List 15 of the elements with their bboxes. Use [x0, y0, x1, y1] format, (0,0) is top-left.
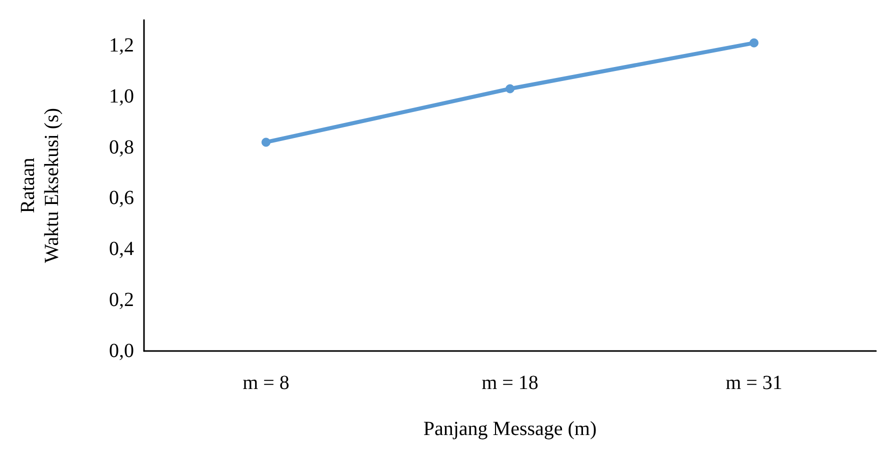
- point: [262, 138, 270, 147]
- point: [750, 38, 758, 48]
- x-tick-label: m = 18: [482, 372, 538, 394]
- y-tick-label: 0,4: [109, 238, 134, 260]
- x-axis-title: Panjang Message (m): [423, 418, 597, 440]
- y-tick-label: 0,8: [109, 136, 134, 158]
- y-tick-label: 0,2: [109, 289, 134, 312]
- y-tick-label: 0,6: [109, 187, 134, 210]
- y-tick-label: 1,2: [109, 34, 134, 56]
- y-axis-title: Rataan Waktu Eksekusi (s): [17, 108, 63, 264]
- x-tick-label: m = 8: [242, 372, 290, 394]
- x-tick-label: m = 31: [726, 372, 782, 394]
- y-tick-label: 0,0: [109, 340, 134, 362]
- y-tick-label: 1,0: [109, 85, 134, 108]
- point: [506, 84, 514, 94]
